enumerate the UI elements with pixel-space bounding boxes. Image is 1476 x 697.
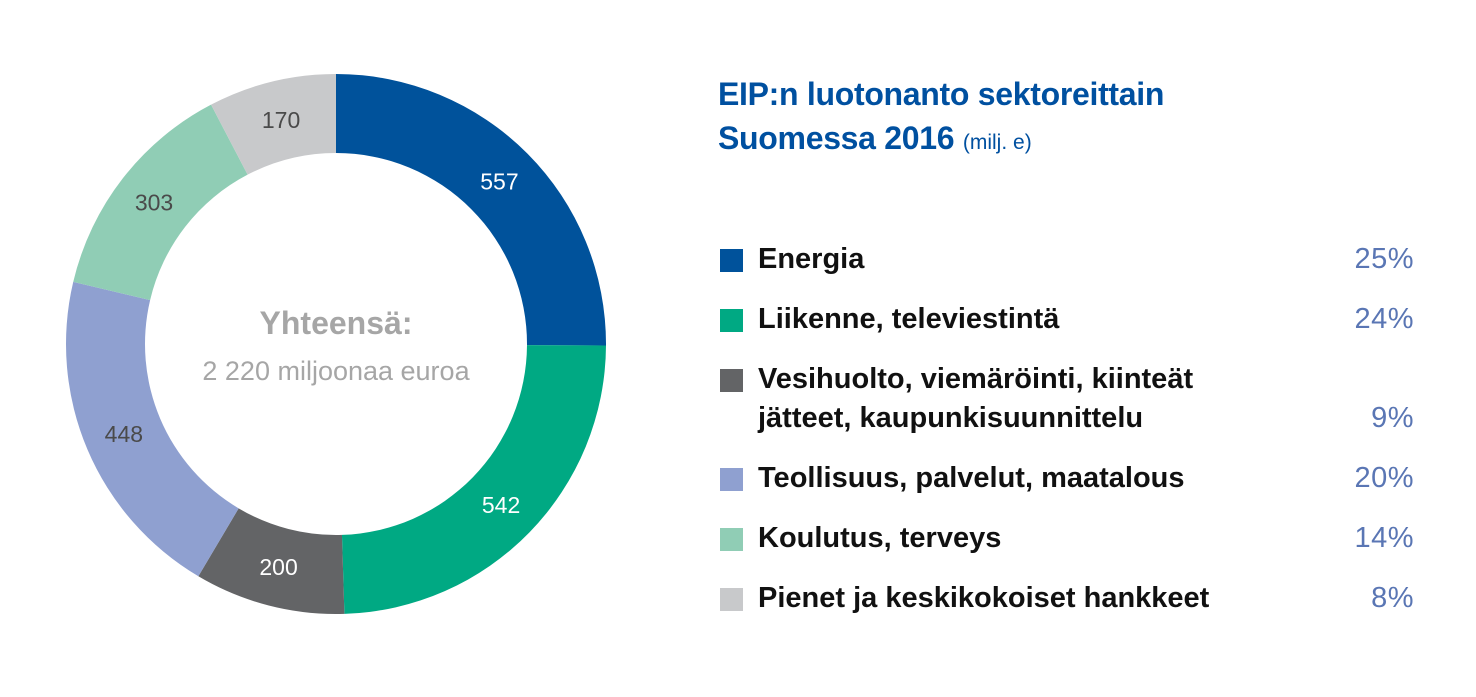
- donut-value-label: 303: [135, 190, 173, 216]
- legend-percent: 24%: [1354, 303, 1414, 335]
- donut-slice: [198, 508, 345, 614]
- legend-swatch: [720, 309, 743, 332]
- chart-title-text: EIP:n luotonanto sektoreittain Suomessa 2…: [718, 76, 1165, 156]
- legend-percent: 9%: [1371, 402, 1414, 434]
- legend-label: Vesihuolto, viemäröinti, kiinteät jättee…: [758, 363, 1194, 434]
- donut-slices: [65, 74, 606, 614]
- legend-percent: 20%: [1354, 462, 1414, 494]
- legend-label: Energia: [758, 243, 865, 275]
- donut-slice: [211, 74, 336, 175]
- legend-swatch: [720, 249, 743, 272]
- donut-slice: [65, 281, 239, 577]
- legend-percent: 8%: [1371, 582, 1414, 614]
- legend-percent: 14%: [1354, 522, 1414, 554]
- donut-value-label: 557: [480, 168, 518, 194]
- center-total-value: 2 220 miljoonaa euroa: [202, 356, 470, 386]
- legend-label: Pienet ja keskikokoiset hankkeet: [758, 582, 1210, 614]
- legend-swatch: [720, 528, 743, 551]
- legend-swatch: [720, 588, 743, 611]
- donut-value-label: 542: [482, 492, 520, 518]
- center-total-title: Yhteensä:: [260, 305, 413, 341]
- legend-swatch: [720, 369, 743, 392]
- donut-value-labels: 557 542 200 448 303 170: [105, 107, 521, 580]
- donut-slice: [341, 345, 606, 614]
- legend-item-koulutus: Koulutus, terveys 14%: [718, 519, 1418, 558]
- legend-item-vesihuolto: Vesihuolto, viemäröinti, kiinteät jättee…: [718, 360, 1418, 438]
- legend-label: Teollisuus, palvelut, maatalous: [758, 462, 1185, 494]
- donut-value-label: 200: [259, 554, 297, 580]
- legend-item-pienet: Pienet ja keskikokoiset hankkeet 8%: [718, 579, 1418, 618]
- donut-slice: [73, 104, 248, 301]
- legend-percent: 25%: [1354, 243, 1414, 275]
- legend-label: Koulutus, terveys: [758, 522, 1002, 554]
- legend-item-liikenne: Liikenne, televiestintä 24%: [718, 300, 1418, 339]
- legend: Energia 25% Liikenne, televiestintä 24% …: [718, 240, 1418, 639]
- chart-title: EIP:n luotonanto sektoreittain Suomessa 2…: [718, 72, 1164, 165]
- donut-chart: 557 542 200 448 303 170 Yhteensä: 2 220 miljo…: [65, 74, 606, 614]
- legend-item-energia: Energia 25%: [718, 240, 1418, 279]
- legend-label: Liikenne, televiestintä: [758, 303, 1060, 335]
- donut-slice: [336, 74, 606, 346]
- donut-value-label: 170: [262, 107, 300, 133]
- chart-unit: (milj. e): [962, 131, 1032, 154]
- legend-item-teollisuus: Teollisuus, palvelut, maatalous 20%: [718, 459, 1418, 498]
- legend-swatch: [720, 468, 743, 491]
- donut-value-label: 448: [105, 421, 143, 447]
